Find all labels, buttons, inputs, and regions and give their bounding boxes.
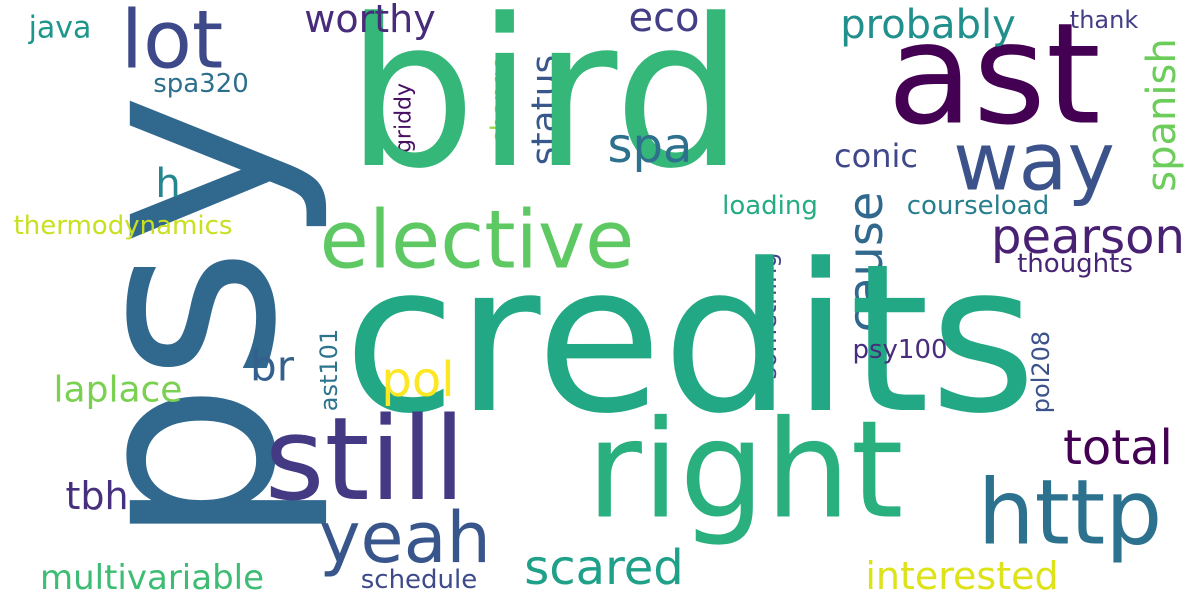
word-loading: loading: [722, 191, 818, 221]
word-worthy: worthy: [304, 0, 435, 41]
word-thermodynamics: thermodynamics: [14, 211, 233, 241]
word-still: still: [265, 393, 466, 527]
word-pol208: pol208: [1027, 331, 1055, 413]
word-status: status: [525, 55, 566, 166]
word-total: total: [1063, 420, 1173, 476]
word-ast: ast: [887, 0, 1101, 157]
word-courseload: courseload: [907, 191, 1049, 221]
word-spanish: spanish: [1139, 38, 1185, 191]
word-java: java: [28, 11, 92, 46]
word-spa320: spa320: [153, 69, 249, 99]
word-spa: spa: [608, 118, 693, 174]
word-br: br: [250, 342, 295, 391]
word-scared: scared: [524, 540, 684, 596]
word-thoughts: thoughts: [1017, 249, 1133, 279]
word-multivariable: multivariable: [40, 558, 264, 598]
word-credits: credits: [344, 221, 1037, 459]
word-griddy: griddy: [392, 83, 417, 153]
word-eco: eco: [628, 0, 699, 41]
word-yeah: yeah: [319, 497, 491, 579]
word-http: http: [978, 461, 1163, 566]
word-cause: cause: [838, 192, 894, 333]
word-pol: pol: [381, 352, 454, 408]
word-elective: elective: [320, 194, 635, 287]
word-pearson: pearson: [991, 209, 1185, 265]
word-lot: lot: [121, 0, 224, 87]
word-laplace: laplace: [54, 370, 183, 411]
word-psy: psy: [32, 93, 334, 547]
word-change: change: [486, 56, 514, 144]
word-bird: bird: [346, 0, 744, 214]
word-h: h: [155, 161, 180, 207]
word-tbh: tbh: [65, 474, 128, 518]
word-schedule: schedule: [361, 565, 478, 595]
word-ast101: ast101: [315, 329, 343, 411]
word-interested: interested: [865, 554, 1058, 598]
word-psy100: psy100: [852, 335, 947, 365]
word-way: way: [953, 116, 1115, 209]
word-thank: thank: [1070, 6, 1139, 34]
word-probably: probably: [840, 2, 1016, 48]
word-right: right: [586, 392, 903, 549]
word-conic: conic: [834, 137, 918, 175]
word-something: something: [754, 252, 782, 379]
